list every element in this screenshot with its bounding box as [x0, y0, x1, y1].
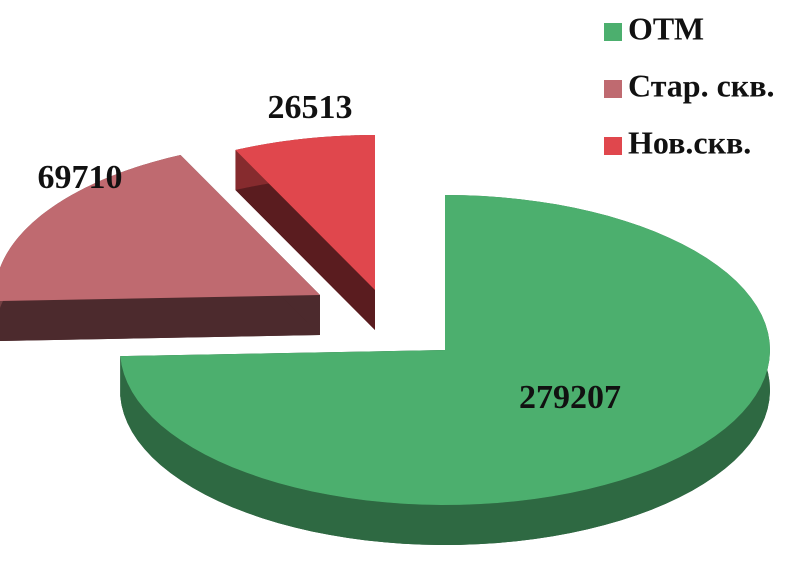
- data-label: 26513: [268, 89, 353, 126]
- legend-swatch: [604, 137, 622, 155]
- data-labels: 279207 69710 26513: [38, 89, 622, 416]
- legend-swatch: [604, 80, 622, 98]
- data-label: 69710: [38, 159, 123, 196]
- legend-label: Нов.скв.: [628, 124, 751, 160]
- slice-top: [0, 155, 320, 302]
- legend-swatch: [604, 23, 622, 41]
- legend: ОТМ Стар. скв. Нов.скв.: [604, 10, 775, 160]
- data-label: 279207: [519, 379, 621, 416]
- legend-label: ОТМ: [628, 10, 704, 46]
- pie-slice: [0, 155, 320, 342]
- pie-slice: [235, 135, 375, 330]
- legend-label: Стар. скв.: [628, 67, 775, 103]
- slice-wall: [235, 150, 375, 330]
- slice-top: [120, 195, 770, 505]
- pie-slice: [120, 195, 770, 545]
- slice-wall: [0, 295, 320, 342]
- slice-top: [235, 135, 375, 290]
- pie: [0, 135, 770, 545]
